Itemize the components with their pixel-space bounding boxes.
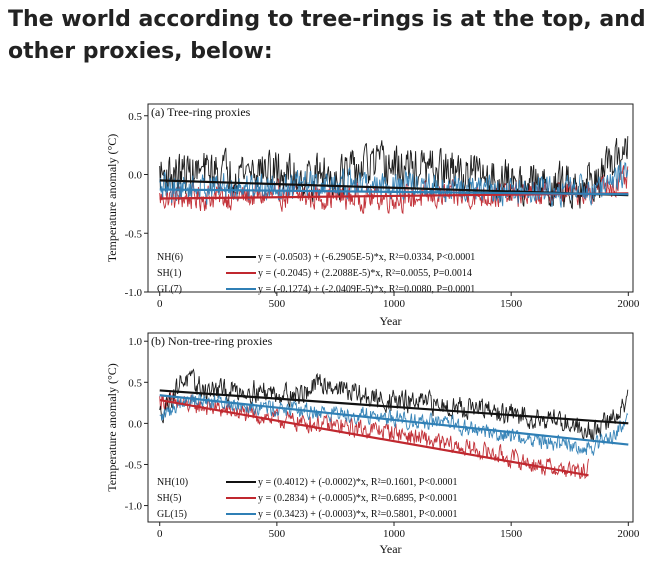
- panel-b-ylabel: Temperature anomaly (°C): [105, 363, 119, 492]
- panel-b-ytick-label-1.0: 1.0: [128, 336, 142, 348]
- panel-b-ytick-label-0.5: 0.5: [128, 377, 142, 389]
- panel-b-ytick-label--1.0: -1.0: [125, 501, 143, 513]
- panel-a-xtick-label-500: 500: [269, 298, 286, 310]
- panel-a-title: (a) Tree-ring proxies: [151, 105, 251, 119]
- panel-a-trend-gl: [159, 188, 629, 196]
- panel-a-xtick-label-2000: 2000: [617, 298, 640, 310]
- panel-b-legend-eq-nh: y = (0.4012) + (-0.0002)*x, R²=0.1601, P…: [258, 477, 457, 488]
- panel-b-frame: [147, 332, 634, 523]
- panel-b-xtick-label-1500: 1500: [500, 528, 523, 540]
- panel-b-xtick-label-1000: 1000: [383, 528, 406, 540]
- headline: The world according to tree-rings is at …: [8, 7, 646, 64]
- panel-b-trend-sh: [159, 399, 589, 477]
- panel-b-ytick-label-0.0: 0.0: [128, 418, 142, 430]
- panel-a-xlabel: Year: [379, 314, 401, 328]
- panel-a-xtick-label-0: 0: [157, 298, 163, 310]
- panel-a-series-sh: [159, 165, 629, 215]
- panel-b-legend-eq-gl: y = (0.3423) + (-0.0003)*x, R²=0.5801, P…: [258, 509, 457, 520]
- panel-a-legend-name-nh: NH(6): [157, 252, 183, 263]
- panel-a-ytick-label-0.5: 0.5: [128, 111, 142, 123]
- panel-b-ytick-label--0.5: -0.5: [125, 459, 143, 471]
- panel-b-xtick-label-2000: 2000: [617, 528, 640, 540]
- panel-b-trend-nh: [159, 389, 629, 425]
- panel-a-legend-name-gl: GL(7): [157, 284, 182, 295]
- panel-a-legend-eq-gl: y = (-0.1274) + (-2.0409E-5)*x, R²=0.008…: [258, 284, 475, 295]
- panel-b-legend-name-gl: GL(15): [157, 509, 187, 520]
- panel-b-xtick-label-0: 0: [157, 528, 163, 540]
- panel-a-ylabel: Temperature anomaly (°C): [105, 134, 119, 263]
- panel-b-xlabel: Year: [379, 542, 401, 556]
- panel-b-legend-name-sh: SH(5): [157, 493, 181, 504]
- panel-a-legend-eq-nh: y = (-0.0503) + (-6.2905E-5)*x, R²=0.033…: [258, 252, 475, 263]
- panel-b-series-sh: [159, 391, 589, 480]
- panel-a-legend-name-sh: SH(1): [157, 268, 181, 279]
- panel-a-ytick-label--0.5: -0.5: [125, 228, 143, 240]
- panel-a-xtick-label-1500: 1500: [500, 298, 523, 310]
- panel-b-series-gl: [159, 392, 629, 456]
- panel-b-legend-eq-sh: y = (0.2834) + (-0.0005)*x, R²=0.6895, P…: [258, 493, 457, 504]
- panel-b-trend-gl: [159, 394, 629, 446]
- panel-a-xtick-label-1000: 1000: [383, 298, 406, 310]
- panel-b-legend-name-nh: NH(10): [157, 477, 188, 488]
- panel-b-title: (b) Non-tree-ring proxies: [151, 334, 273, 348]
- panel-a-ytick-label-0.0: 0.0: [128, 170, 142, 182]
- panel-a-legend-eq-sh: y = (-0.2045) + (2.2088E-5)*x, R²=0.0055…: [258, 268, 472, 279]
- panel-a-ytick-label--1.0: -1.0: [125, 287, 143, 299]
- panel-b-series-nh: [159, 368, 629, 443]
- panel-b-xtick-label-500: 500: [269, 528, 286, 540]
